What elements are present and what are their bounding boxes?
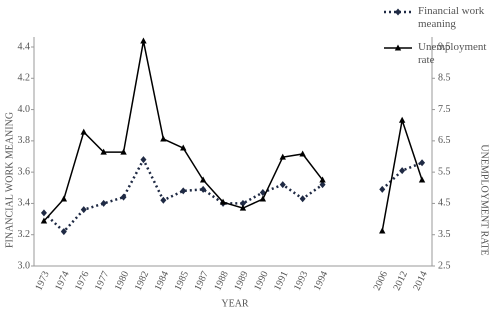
- series-line: [43, 156, 423, 234]
- x-tick-label: 1991: [272, 270, 290, 293]
- point: [120, 148, 127, 155]
- y2-tick-label: 6.5: [438, 135, 451, 146]
- point: [239, 204, 247, 211]
- y-tick-label: 3.4: [18, 198, 31, 209]
- point: [398, 116, 406, 123]
- y-tick-label: 3.6: [18, 166, 31, 177]
- x-tick-label: 1980: [113, 270, 131, 293]
- x-tick-label: 1976: [73, 270, 91, 293]
- y2-axis-title: UNEMPLOYMENT RATE: [479, 144, 490, 255]
- point: [160, 196, 167, 204]
- point: [279, 153, 286, 160]
- point: [239, 199, 246, 207]
- legend-label: Unemployment rate: [418, 41, 487, 66]
- point: [140, 37, 147, 44]
- point: [100, 199, 107, 207]
- legend-marker: [394, 44, 402, 51]
- point: [259, 195, 267, 202]
- point: [319, 176, 326, 183]
- y2-tick-label: 4.5: [438, 198, 451, 209]
- series-line: [43, 40, 423, 232]
- point: [120, 193, 127, 201]
- y2-tick-label: 7.5: [438, 104, 451, 115]
- x-tick-label: 1994: [312, 270, 330, 293]
- y2-tick-label: 2.5: [438, 260, 451, 271]
- point: [60, 228, 67, 236]
- point: [100, 148, 107, 155]
- y-tick-label: 3.2: [18, 229, 31, 240]
- x-tick-label: 1984: [153, 270, 171, 293]
- point: [140, 156, 147, 164]
- point: [299, 195, 306, 203]
- point: [180, 144, 187, 151]
- x-tick-label: 2006: [372, 270, 390, 293]
- x-tick-label: 1988: [212, 270, 230, 293]
- legend-marker: [395, 8, 401, 16]
- point: [219, 198, 227, 205]
- x-tick-label: 1985: [173, 270, 191, 293]
- point: [399, 167, 406, 175]
- x-tick-label: 1973: [33, 270, 51, 293]
- point: [40, 217, 48, 224]
- point: [200, 185, 207, 193]
- point: [279, 181, 286, 189]
- x-tick-label: 1974: [53, 270, 71, 293]
- point: [80, 128, 87, 135]
- point: [418, 176, 426, 183]
- point: [379, 185, 386, 193]
- point: [379, 227, 386, 234]
- y2-tick-label: 3.5: [438, 229, 451, 240]
- x-tick-label: 2014: [411, 270, 429, 293]
- y-tick-label: 4.2: [18, 73, 31, 84]
- x-tick-label: 1987: [193, 270, 211, 293]
- x-tick-label: 1989: [232, 270, 250, 293]
- y2-tick-label: 9.5: [438, 41, 451, 52]
- point: [160, 135, 167, 142]
- point: [299, 150, 306, 157]
- point: [180, 187, 187, 195]
- y-axis-title: FINANCIAL WORK MEANING: [4, 112, 15, 248]
- point: [199, 176, 207, 183]
- x-tick-label: 1993: [292, 270, 310, 293]
- y2-tick-label: 8.5: [438, 73, 451, 84]
- x-tick-label: 1977: [93, 270, 111, 293]
- y-tick-label: 3.0: [18, 260, 31, 271]
- x-axis-title: YEAR: [221, 298, 249, 309]
- y-tick-label: 4.0: [18, 104, 31, 115]
- point: [60, 195, 68, 202]
- x-tick-label: 2012: [392, 270, 410, 293]
- y-tick-label: 4.4: [18, 41, 31, 52]
- point: [40, 209, 47, 217]
- point: [80, 206, 87, 214]
- legend-label: Financial work meaning: [418, 5, 485, 30]
- x-tick-label: 1990: [252, 270, 270, 293]
- y2-tick-label: 5.5: [438, 166, 451, 177]
- point: [319, 181, 326, 189]
- point: [419, 159, 426, 167]
- x-tick-label: 1982: [133, 270, 151, 293]
- y-tick-label: 3.8: [18, 135, 31, 146]
